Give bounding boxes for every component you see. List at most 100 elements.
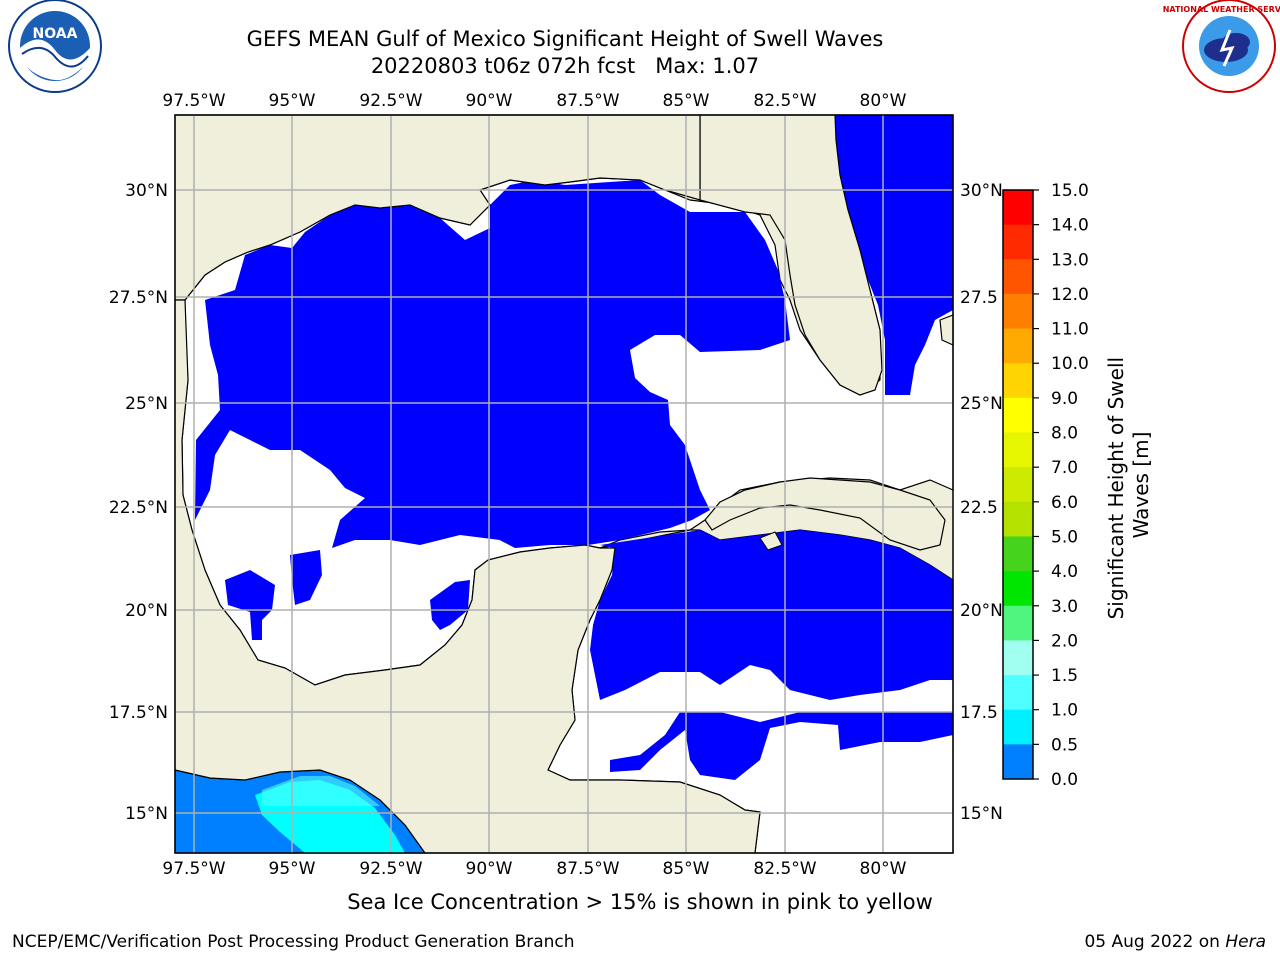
colorbar-tick-label: 1.0 (1051, 701, 1078, 721)
colorbar-segment (1003, 467, 1033, 503)
colorbar-segment (1003, 328, 1033, 364)
colorbar-tick-label: 13.0 (1051, 250, 1089, 270)
lon-label-bottom: 97.5°W (162, 859, 225, 879)
colorbar-segment (1003, 536, 1033, 572)
colorbar-segment (1003, 293, 1033, 330)
chart-subtitle: 20220803 t06z 072h fcst Max: 1.07 (370, 54, 760, 78)
colorbar-tick-label: 3.0 (1051, 597, 1078, 617)
map-frame (174, 114, 954, 854)
colorbar (1002, 189, 1034, 780)
colorbar-frame (1002, 189, 1034, 780)
lat-label-right: 22.5 (960, 498, 998, 518)
colorbar-segment (1003, 432, 1033, 468)
mexico-west-land (174, 299, 761, 854)
lon-label-bottom: 85°W (663, 859, 710, 879)
hispaniola-land (939, 314, 954, 346)
colorbar-tick-label: 0.5 (1051, 735, 1078, 755)
colorbar-tick-label: 0.0 (1051, 770, 1078, 790)
lat-label-right: 25°N (960, 394, 1003, 414)
colorbar-segment (1003, 363, 1033, 399)
colorbar-segment (1003, 640, 1033, 676)
svg-text:Significant Height of Swell: Significant Height of Swell Waves [m] (1104, 351, 1153, 620)
colorbar-tick-label: 7.0 (1051, 458, 1078, 478)
footer-date-text: 05 Aug 2022 on (1084, 932, 1226, 952)
lon-label-top: 85°W (663, 91, 710, 111)
colorbar-label-line1: Significant Height of Swell (1104, 357, 1128, 619)
colorbar-segment (1003, 605, 1033, 641)
lon-label-top: 87.5°W (556, 91, 619, 111)
nws-logo: NATIONAL WEATHER SERVICE (1163, 0, 1280, 93)
swell-atlantic (835, 115, 953, 395)
colorbar-segment (1003, 709, 1033, 745)
colorbar-label-line2: Waves [m] (1129, 432, 1153, 539)
lon-label-top: 97.5°W (162, 91, 225, 111)
lat-label-left: 27.5°N (109, 288, 168, 308)
colorbar-segment (1003, 571, 1033, 607)
colorbar-tick-label: 9.0 (1051, 389, 1078, 409)
nws-logo-text: NATIONAL WEATHER SERVICE (1163, 5, 1280, 14)
us-gulf-coast-land (174, 114, 701, 301)
colorbar-segment (1003, 675, 1033, 711)
lon-label-top: 92.5°W (359, 91, 422, 111)
footer-date: 05 Aug 2022 on Hera (1084, 932, 1266, 952)
colorbar-tick-label: 15.0 (1051, 181, 1089, 201)
lat-label-left: 15°N (125, 804, 168, 824)
swell-gulf-west-bump (225, 570, 275, 640)
footer-credit: NCEP/EMC/Verification Post Processing Pr… (12, 932, 575, 952)
gridlines (175, 115, 953, 853)
lon-label-bottom: 82.5°W (753, 859, 816, 879)
lat-label-right: 20°N (960, 601, 1003, 621)
colorbar-tick-label: 12.0 (1051, 285, 1089, 305)
lat-label-left: 17.5°N (109, 703, 168, 723)
swell-gulf-north (195, 180, 790, 548)
lat-label-left: 30°N (125, 181, 168, 201)
lon-label-bottom: 87.5°W (556, 859, 619, 879)
lat-label-left: 25°N (125, 394, 168, 414)
colorbar-segment (1003, 501, 1033, 537)
colorbar-segment (1003, 397, 1033, 434)
lon-label-bottom: 80°W (860, 859, 907, 879)
colorbar-tick-label: 11.0 (1051, 320, 1089, 340)
colorbar-segment (1003, 259, 1033, 295)
ice-note-text: Sea Ice Concentration > 15% is shown in … (347, 890, 933, 914)
footer-host: Hera (1225, 932, 1266, 952)
colorbar-tick-label: 10.0 (1051, 354, 1089, 374)
colorbar-label: Significant Height of Swell Waves [m] (1104, 351, 1153, 620)
colorbar-tick-label: 8.0 (1051, 424, 1078, 444)
lon-label-top: 80°W (860, 91, 907, 111)
colorbar-tick-label: 6.0 (1051, 493, 1078, 513)
colorbar-segment (1003, 224, 1033, 260)
lat-label-left: 22.5°N (109, 498, 168, 518)
swell-gulf-central-bump (430, 580, 470, 630)
lat-label-right: 17.5 (960, 703, 998, 723)
lat-label-right: 27.5 (960, 288, 998, 308)
lat-label-right: 15°N (960, 804, 1003, 824)
lat-label-left: 20°N (125, 601, 168, 621)
map-area (174, 114, 954, 854)
lon-label-top: 95°W (269, 91, 316, 111)
swell-gulf-west-bump2 (290, 550, 322, 605)
isle-of-youth (759, 531, 783, 551)
chart-title: GEFS MEAN Gulf of Mexico Significant Hei… (246, 27, 884, 51)
colorbar-tick-label: 4.0 (1051, 562, 1078, 582)
swell-caribbean (590, 530, 953, 700)
colorbar-tick-label: 14.0 (1051, 216, 1089, 236)
colorbar-segment (1003, 190, 1033, 226)
ice-note: Sea Ice Concentration > 15% is shown in … (0, 890, 1280, 914)
lat-label-right: 30°N (960, 181, 1003, 201)
noaa-logo: NOAA (8, 0, 102, 93)
lon-label-bottom: 90°W (466, 859, 513, 879)
lon-labels: 97.5°W 95°W 92.5°W 90°W 87.5°W 85°W 82.5… (162, 91, 906, 879)
colorbar-ticks: 15.0 14.0 13.0 12.0 11.0 10.0 9.0 8.0 7.0 6.0 5.0 4… (1033, 181, 1089, 790)
florida-land (699, 114, 883, 396)
colorbar-tick-label: 2.0 (1051, 631, 1078, 651)
colorbar-tick-label: 5.0 (1051, 527, 1078, 547)
colorbar-tick-label: 1.5 (1051, 666, 1078, 686)
swell-caribbean-south (610, 712, 953, 780)
noaa-logo-text: NOAA (33, 26, 78, 42)
colorbar-segment (1003, 744, 1033, 780)
lon-label-bottom: 92.5°W (359, 859, 422, 879)
lon-label-top: 82.5°W (753, 91, 816, 111)
lat-labels: 30°N 27.5°N 25°N 22.5°N 20°N 17.5°N 15°N… (109, 181, 1003, 824)
